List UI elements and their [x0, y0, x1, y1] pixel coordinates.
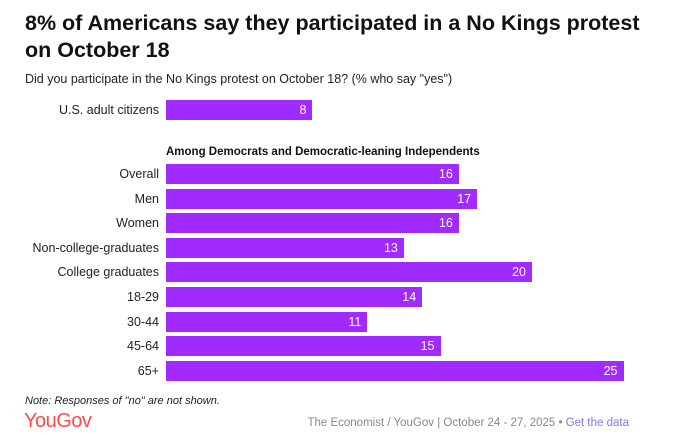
bar [166, 360, 624, 381]
bar [166, 213, 459, 234]
data-label: 8 [299, 103, 307, 117]
bar [166, 164, 459, 184]
category-label: Non-college-graduates [32, 240, 159, 255]
category-label: 30-44 [127, 314, 159, 329]
category-label: Overall [119, 167, 159, 181]
data-label: 25 [603, 363, 618, 378]
data-label: 13 [383, 240, 398, 255]
category-label: 18-29 [127, 290, 159, 304]
bar [166, 262, 532, 283]
category-label: College graduates [57, 265, 159, 280]
group-heading: Among Democrats and Democratic-leaning I… [166, 146, 480, 158]
yougov-logo: YouGov [24, 410, 92, 432]
category-label: 65+ [137, 363, 159, 378]
data-label: 15 [420, 339, 435, 354]
data-label: 17 [457, 191, 472, 206]
bar [166, 188, 478, 209]
bar [166, 287, 423, 307]
category-label: 45-64 [127, 339, 159, 354]
data-label: 11 [348, 314, 362, 329]
source: The Economist / YouGov | October 24 - 27… [307, 417, 566, 429]
bar [166, 311, 368, 332]
bar [166, 237, 404, 258]
chart-title: 8% of Americans say they participated in… [25, 11, 640, 62]
data-label: 16 [438, 167, 453, 181]
data-label: 16 [438, 216, 453, 231]
get-the-data-link[interactable]: Get the data [565, 417, 629, 429]
data-label: 20 [512, 265, 526, 280]
category-label: Women [116, 216, 159, 231]
data-label: 14 [402, 290, 417, 304]
bar [166, 336, 441, 357]
category-label: Men [134, 191, 159, 206]
source-line: The Economist / YouGov | October 24 - 27… [307, 417, 629, 429]
bar [166, 100, 313, 120]
category-label: U.S. adult citizens [58, 103, 159, 117]
note: Note: Responses of "no" are not shown. [25, 395, 220, 407]
chart-subtitle: Did you participate in the No Kings prot… [25, 72, 453, 86]
